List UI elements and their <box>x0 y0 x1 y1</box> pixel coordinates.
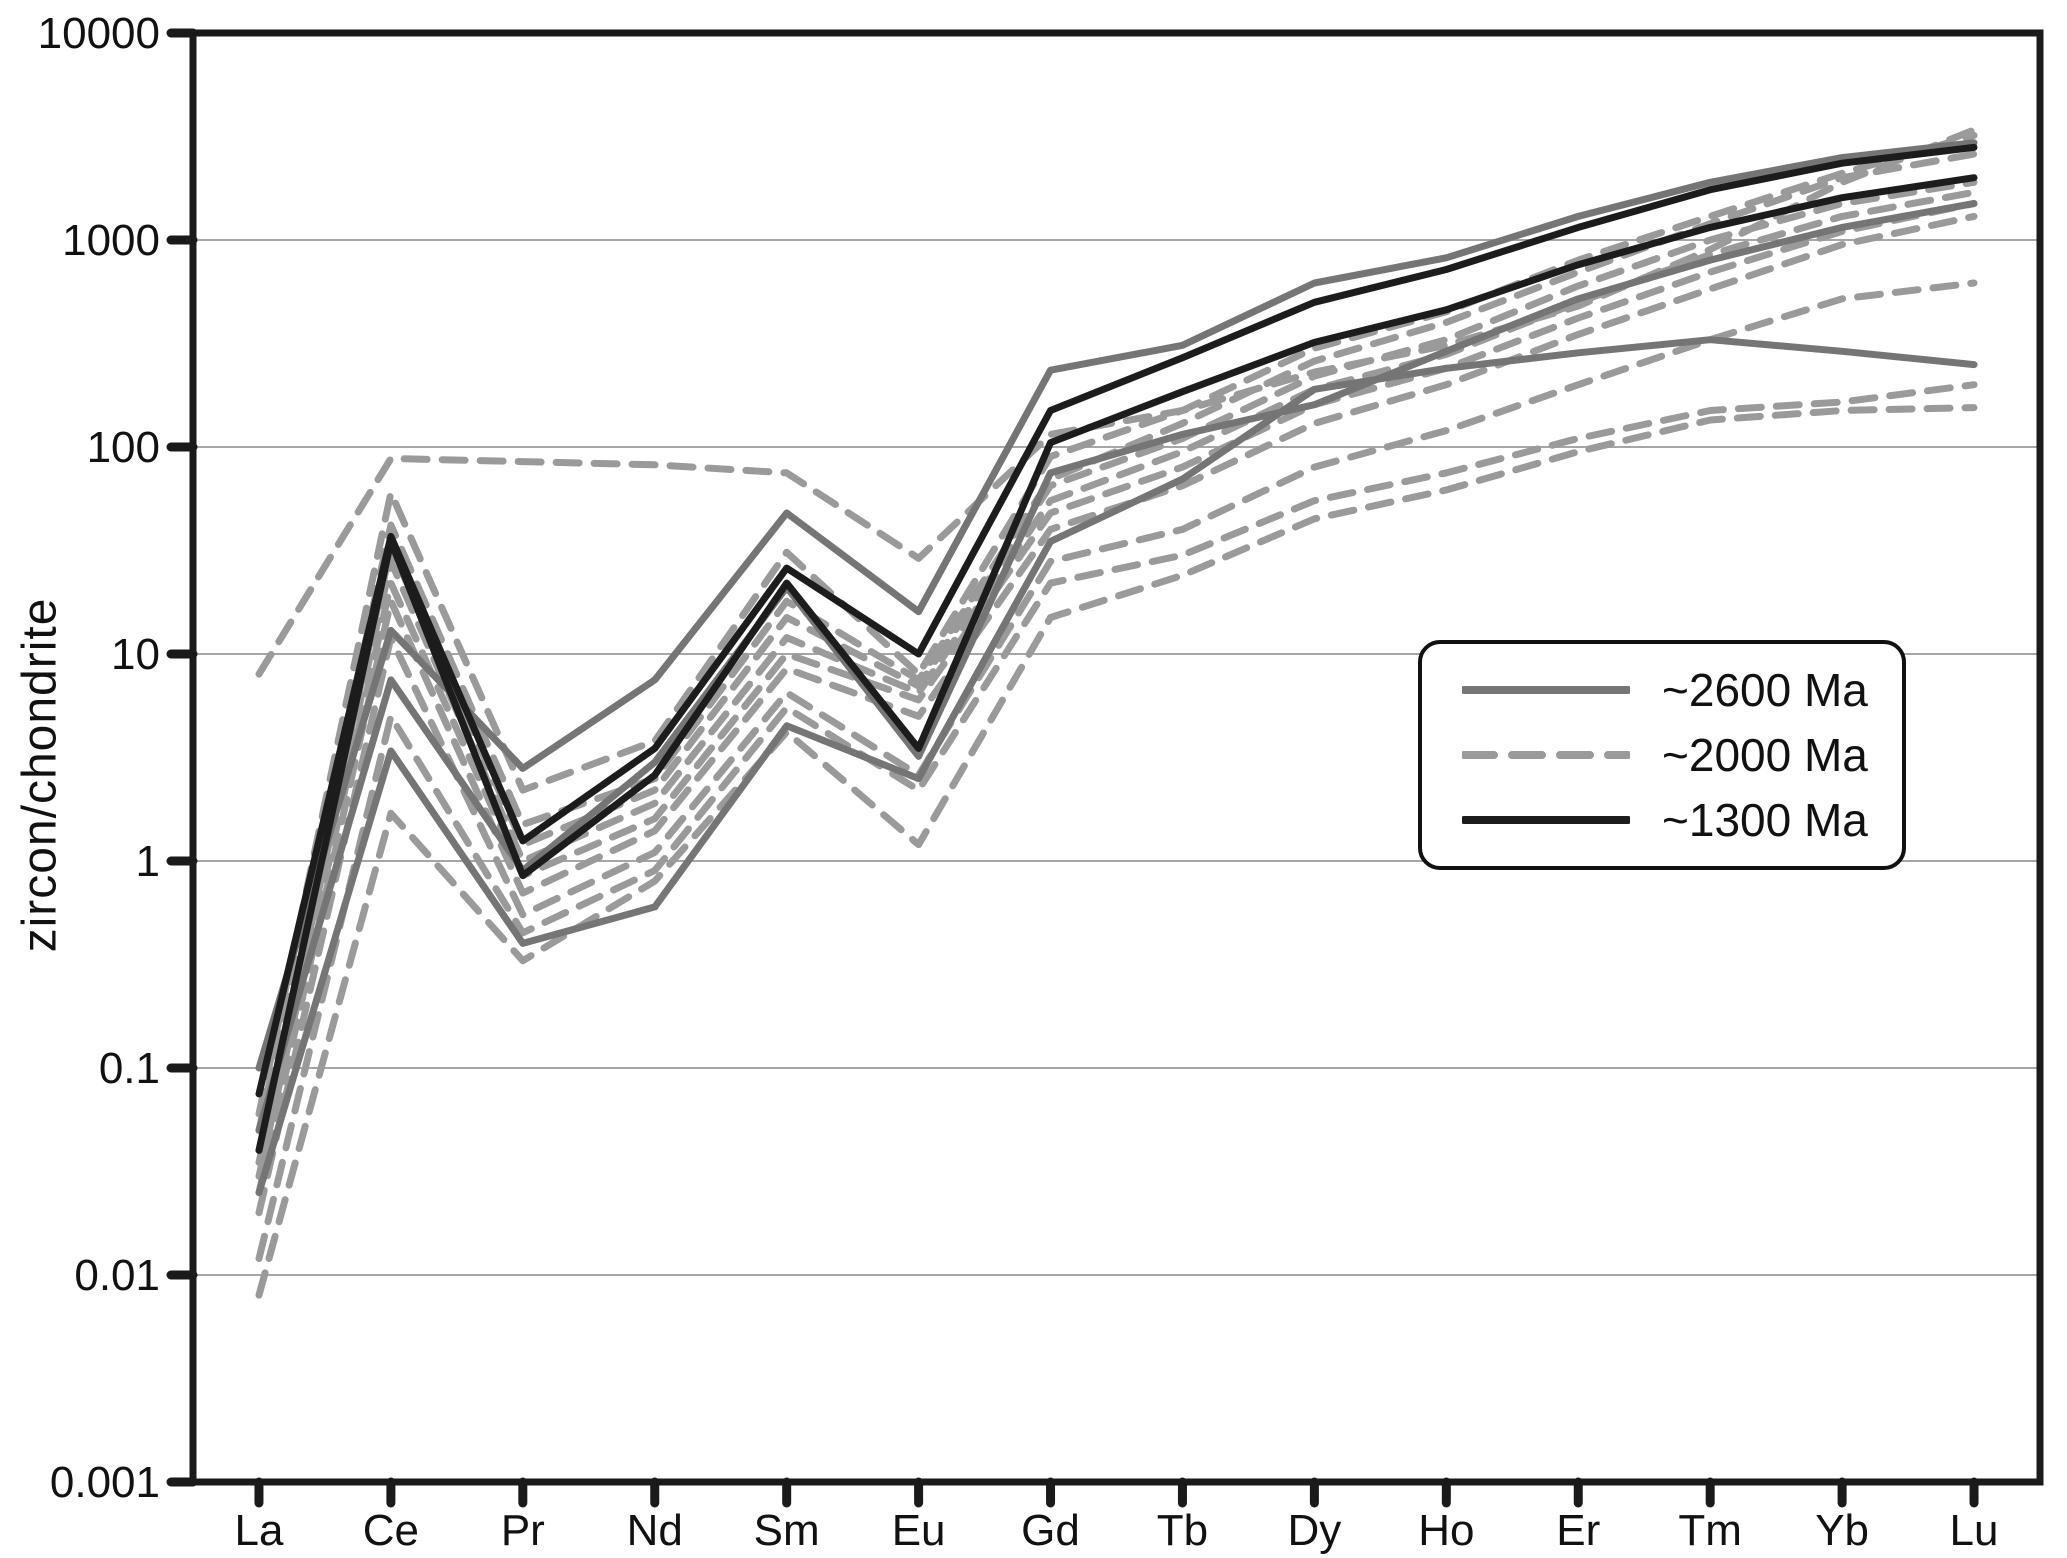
series-2000Ma-4 <box>255 178 1978 1154</box>
series-1300Ma-1 <box>255 143 1978 1098</box>
legend-swatch-solid-black-line <box>1462 816 1630 824</box>
y-tick-label: 0.1 <box>99 1044 160 1093</box>
legend-swatch-dashed-gray-line <box>1462 751 1630 759</box>
plot-frame <box>189 29 2044 1486</box>
legend-swatch-solid-gray-line <box>1462 686 1630 694</box>
y-tick-label: 10000 <box>38 9 160 58</box>
legend-label-2000ma: ~2000 Ma <box>1662 729 1868 781</box>
legend-item-2000ma: ~2000 Ma <box>1462 728 1892 782</box>
legend: ~2600 Ma ~2000 Ma ~1300 Ma <box>1418 640 1906 870</box>
x-tick-label-Sm: Sm <box>754 1506 820 1555</box>
series-2000Ma-2 <box>255 131 1978 1118</box>
x-tick-label-Tm: Tm <box>1678 1506 1742 1555</box>
legend-item-2600ma: ~2600 Ma <box>1462 663 1892 717</box>
legend-label-1300ma: ~1300 Ma <box>1662 794 1868 846</box>
x-tick-label-Ho: Ho <box>1418 1506 1474 1555</box>
x-tick-label-Nd: Nd <box>627 1506 683 1555</box>
series-2000Ma-10 <box>255 404 1978 1299</box>
x-tick-label-Pr: Pr <box>501 1506 545 1555</box>
y-axis-title: zircon/chondrite <box>13 597 67 953</box>
data-series <box>255 126 1978 1299</box>
series-2000Ma-8 <box>255 279 1978 1217</box>
y-tick-label: 0.01 <box>74 1251 160 1300</box>
x-tick-label-Dy: Dy <box>1288 1506 1342 1555</box>
x-tick-label-Er: Er <box>1556 1506 1600 1555</box>
y-tick-label: 10 <box>111 630 160 679</box>
x-tick-label-Gd: Gd <box>1021 1506 1080 1555</box>
legend-label-2600ma: ~2600 Ma <box>1662 664 1868 716</box>
legend-item-1300ma: ~1300 Ma <box>1462 793 1892 847</box>
x-tick-label-Lu: Lu <box>1950 1506 1999 1555</box>
series-1300Ma-2 <box>255 174 1978 1154</box>
x-tick-label-La: La <box>234 1506 283 1555</box>
x-tick-label-Eu: Eu <box>892 1506 946 1555</box>
series-2000Ma-9 <box>255 381 1978 1263</box>
y-tick-label: 1 <box>136 837 160 886</box>
x-tick-label-Ce: Ce <box>363 1506 419 1555</box>
series-2600Ma-3 <box>255 336 1978 1197</box>
series-2600Ma-1 <box>255 139 1978 1072</box>
y-axis: 10000 1000 100 10 1 0.1 0.01 0.001 <box>38 9 198 1507</box>
y-tick-label: 1000 <box>62 216 160 265</box>
x-tick-label-Yb: Yb <box>1815 1506 1869 1555</box>
y-tick-label: 0.001 <box>50 1458 160 1507</box>
y-tick-label: 100 <box>87 423 160 472</box>
series-2600Ma-2 <box>255 200 1978 1134</box>
x-axis: La Ce Pr Nd Sm Eu Gd Tb Dy Ho Er Tm Yb Lu <box>234 1477 1999 1555</box>
series-2000Ma-6 <box>255 200 1978 1180</box>
x-tick-label-Tb: Tb <box>1157 1506 1208 1555</box>
